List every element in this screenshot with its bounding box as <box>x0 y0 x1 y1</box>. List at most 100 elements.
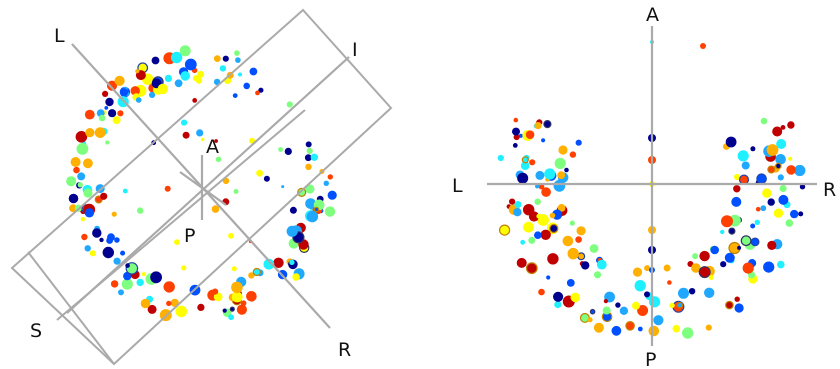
scatter-dot <box>535 184 540 189</box>
scatter-dot <box>514 201 522 208</box>
scatter-dot <box>68 193 79 204</box>
slab-edge-left <box>27 251 115 365</box>
scatter-dot <box>114 237 120 243</box>
scatter-dot <box>708 275 714 280</box>
scatter-dot <box>289 206 297 214</box>
scatter-dot <box>76 143 89 155</box>
scatter-dot <box>536 213 542 219</box>
scatter-dot <box>174 239 180 246</box>
scatter-dot <box>672 324 681 333</box>
scatter-dot <box>114 75 125 86</box>
scatter-dot <box>767 198 775 206</box>
scatter-dot <box>632 267 643 277</box>
scatter-dot <box>201 137 205 142</box>
scatter-dot <box>637 326 643 332</box>
scatter-dot <box>84 109 95 120</box>
scatter-dot <box>238 72 242 77</box>
scatter-dot <box>763 261 775 273</box>
scatter-dot <box>589 244 599 253</box>
scatter-dot <box>100 192 108 200</box>
scatter-dot <box>324 206 336 217</box>
right-label-A: A <box>646 4 659 26</box>
scatter-dot <box>231 281 243 294</box>
scatter-dot <box>569 220 575 226</box>
scatter-dot <box>236 304 247 315</box>
scatter-dot <box>575 236 582 243</box>
scatter-dot <box>534 122 542 130</box>
scatter-dot <box>773 208 784 218</box>
scatter-dot <box>737 245 742 250</box>
scatter-dot <box>534 198 541 205</box>
scatter-dot <box>192 75 199 82</box>
scatter-dot <box>520 239 526 245</box>
scatter-dot <box>170 51 183 64</box>
scatter-dot <box>278 147 283 152</box>
scatter-dot <box>286 225 298 237</box>
scatter-dot <box>147 304 157 314</box>
scatter-dot <box>779 184 787 193</box>
scatter-dot <box>89 250 96 257</box>
scatter-dot <box>705 324 712 331</box>
left-label-P: P <box>184 225 195 247</box>
left-label-A: A <box>206 136 219 158</box>
scatter-dot <box>738 174 750 185</box>
scatter-dot <box>232 93 238 98</box>
left-label-S: S <box>30 320 42 342</box>
scatter-dot <box>663 264 671 272</box>
scatter-dot <box>211 205 220 213</box>
scatter-dot <box>150 271 163 284</box>
scatter-dot <box>678 287 689 299</box>
inner-slab-line-top <box>66 56 350 314</box>
scatter-dot <box>99 237 104 243</box>
scatter-dot <box>214 139 219 143</box>
scatter-dot <box>175 305 188 318</box>
scatter-dot <box>174 79 183 88</box>
scatter-dot <box>634 280 646 292</box>
scatter-dot <box>786 165 796 175</box>
right-label-L: L <box>452 175 463 197</box>
scatter-dot <box>108 109 117 118</box>
scatter-dot <box>305 163 312 170</box>
scatter-dot <box>516 257 527 268</box>
scatter-dot <box>181 265 187 271</box>
scatter-dot <box>85 128 95 138</box>
scatter-dot <box>587 317 593 323</box>
scatter-dot <box>499 224 511 236</box>
scatter-dot <box>637 305 649 316</box>
scatter-dot <box>102 246 115 259</box>
scatter-dot <box>737 150 749 162</box>
scatter-dot <box>721 215 733 228</box>
scatter-dot <box>310 153 318 161</box>
scatter-dot <box>229 306 235 312</box>
scatter-dot <box>528 236 536 244</box>
scatter-dot <box>243 82 250 90</box>
scatter-dot <box>754 219 760 225</box>
scatter-dot <box>538 288 545 296</box>
scatter-dot <box>228 232 234 239</box>
scatter-dot <box>724 252 735 263</box>
scatter-dot <box>273 257 284 268</box>
scatter-dot <box>554 300 562 309</box>
scatter-dot <box>181 119 188 126</box>
scatter-dot <box>105 97 114 107</box>
scatter-dot <box>525 130 535 139</box>
scatter-dot <box>569 151 577 158</box>
scatter-dot <box>534 231 542 239</box>
scatter-dot <box>118 289 124 296</box>
scatter-dot <box>305 198 316 210</box>
scatter-dot <box>120 250 126 256</box>
scatter-dot <box>554 157 566 169</box>
scatter-dot <box>725 300 734 310</box>
scatter-dot <box>576 226 586 236</box>
scatter-dot <box>734 173 741 181</box>
scatter-dot <box>734 303 744 313</box>
scatter-dot <box>625 320 635 331</box>
scatter-dot <box>593 271 602 279</box>
scatter-dot <box>106 80 118 91</box>
scatter-dot <box>734 296 740 302</box>
left-label-L: L <box>54 25 65 47</box>
scatter-dot <box>305 184 315 194</box>
scatter-dot <box>549 212 556 219</box>
scatter-dot <box>669 302 675 309</box>
scatter-dot <box>222 308 227 313</box>
